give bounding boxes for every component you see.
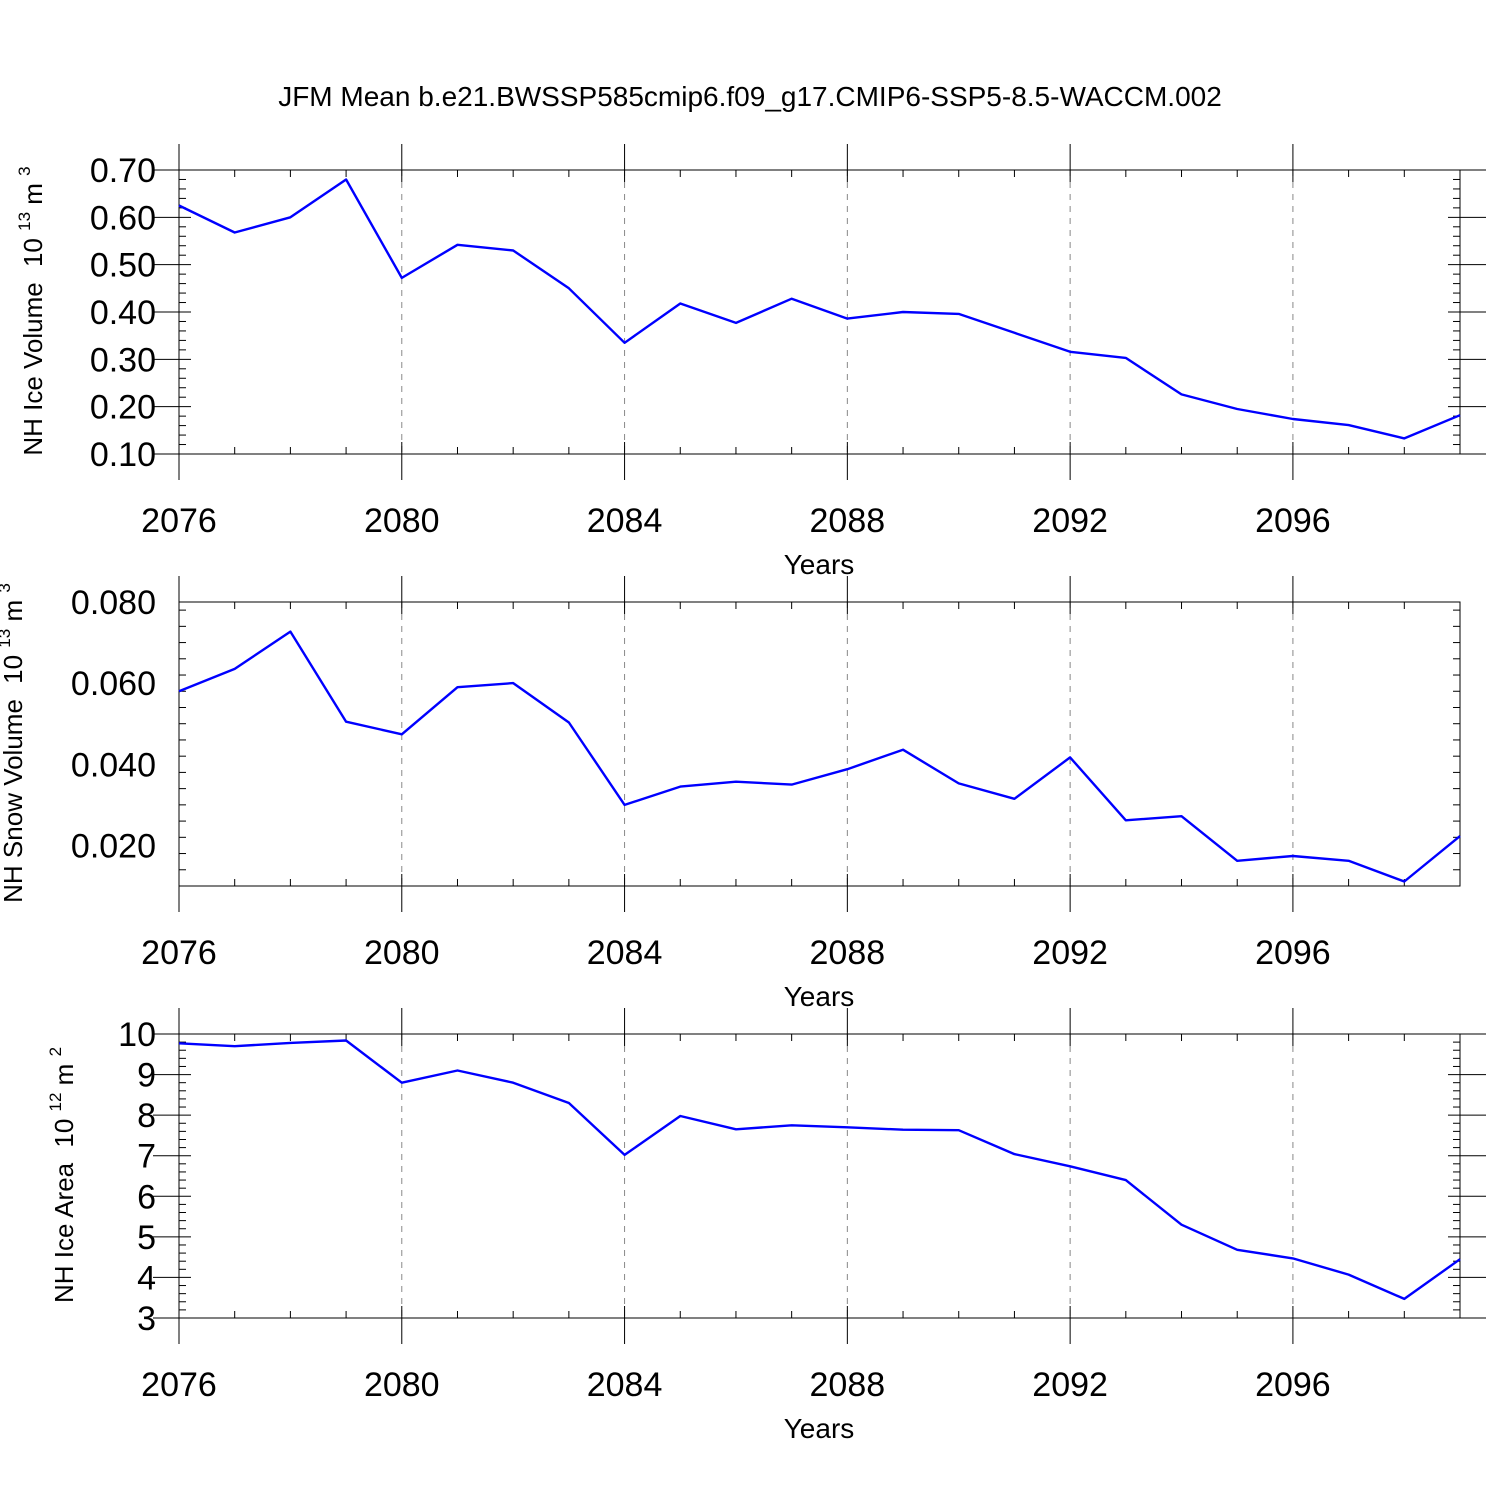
x-tick-label: 2076 (141, 502, 217, 540)
series-line (178, 178, 1461, 440)
y-tick-label: 5 (137, 1219, 156, 1257)
y-axis-label: NH Snow Volume 10 13 m 3 (0, 583, 28, 903)
x-tick-label: 2076 (141, 934, 217, 972)
y-tick-label: 3 (137, 1300, 156, 1338)
y-tick-label: 8 (137, 1097, 156, 1135)
y-tick-label: 0.50 (90, 247, 156, 285)
y-tick-label: 0.020 (71, 827, 156, 865)
y-tick-label: 6 (137, 1178, 156, 1216)
x-tick-label: 2096 (1255, 934, 1331, 972)
series-line (178, 1039, 1461, 1301)
y-axis-label-unit: 10 (49, 1119, 79, 1148)
y-tick-label: 0.70 (90, 152, 156, 190)
panel-ice-area: Years NH Ice Area 10 12 m 2 345678910207… (37, 1008, 1486, 1444)
x-tick-label: 2080 (364, 1366, 440, 1404)
x-tick-label: 2084 (587, 934, 663, 972)
y-tick-label: 0.40 (90, 294, 156, 332)
y-tick-label: 0.080 (71, 584, 156, 622)
x-tick-label: 2084 (587, 502, 663, 540)
x-tick-label: 2092 (1032, 1366, 1108, 1404)
x-tick-label: 2096 (1255, 1366, 1331, 1404)
x-tick-label: 2080 (364, 934, 440, 972)
y-axis-label-unit: 10 (18, 238, 48, 267)
y-axis-label-name: NH Ice Area (49, 1162, 79, 1303)
y-tick-label: 0.60 (90, 199, 156, 237)
y-tick-label: 0.060 (71, 665, 156, 703)
x-axis-label: Years (784, 1413, 855, 1444)
y-tick-label: 0.30 (90, 341, 156, 379)
x-tick-label: 2088 (810, 502, 886, 540)
y-tick-label: 0.20 (90, 389, 156, 427)
y-axis-label-unit-tail: m (49, 1064, 79, 1086)
y-tick-label: 7 (137, 1138, 156, 1176)
y-axis-label: NH Ice Volume 10 13 m 3 (6, 166, 48, 455)
x-tick-label: 2088 (810, 1366, 886, 1404)
x-tick-label: 2088 (810, 934, 886, 972)
x-tick-label: 2092 (1032, 934, 1108, 972)
x-axis-label: Years (784, 981, 855, 1012)
figure-title: JFM Mean b.e21.BWSSP585cmip6.f09_g17.CMI… (278, 81, 1222, 112)
y-tick-label: 10 (118, 1016, 156, 1054)
plot-frame (178, 1033, 1461, 1319)
x-tick-label: 2096 (1255, 502, 1331, 540)
x-tick-label: 2076 (141, 1366, 217, 1404)
y-axis-label-unit-tail: m (0, 600, 28, 622)
y-axis-label-name: NH Ice Volume (18, 282, 48, 455)
y-axis-label-unit-tail: m (18, 183, 48, 205)
y-axis-label-unit-tail-exp: 3 (15, 166, 34, 175)
plot-frame (178, 601, 1461, 887)
x-tick-label: 2080 (364, 502, 440, 540)
panel-snow-volume: Years NH Snow Volume 10 13 m 3 0.020 0.04… (0, 576, 1461, 1012)
y-axis-label-unit-tail-exp: 3 (0, 583, 14, 592)
y-axis-label-unit: 10 (0, 655, 28, 684)
plot-frame (178, 169, 1461, 455)
y-axis-label-name: NH Snow Volume (0, 699, 28, 903)
y-axis-label-unit-exp: 13 (0, 629, 14, 648)
x-axis-label: Years (784, 549, 855, 580)
x-tick-label: 2092 (1032, 502, 1108, 540)
y-tick-label: 9 (137, 1057, 156, 1095)
panel-ice-volume: Years NH Ice Volume 10 13 m 3 0.10 0.20 0.… (6, 144, 1486, 580)
y-axis-label-unit-exp: 12 (46, 1093, 65, 1112)
series-line (178, 630, 1461, 883)
x-tick-label: 2084 (587, 1366, 663, 1404)
y-tick-label: 0.10 (90, 436, 156, 474)
y-tick-label: 0.040 (71, 746, 156, 784)
y-axis-label-unit-tail-exp: 2 (46, 1047, 65, 1056)
y-axis-label: NH Ice Area 10 12 m 2 (37, 1047, 79, 1303)
y-tick-label: 4 (137, 1259, 156, 1297)
y-axis-label-unit-exp: 13 (15, 212, 34, 231)
